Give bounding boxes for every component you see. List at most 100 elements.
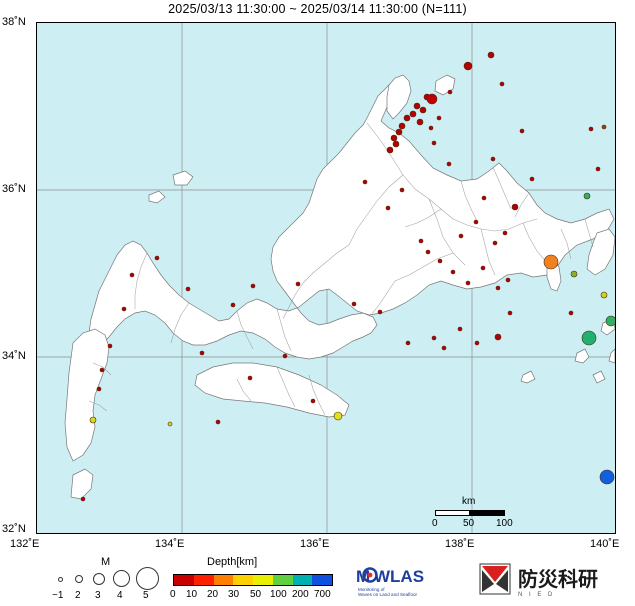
- epicenter-marker: [129, 272, 135, 278]
- depth-color-swatch-1: [193, 575, 214, 585]
- depth-label-100: 100: [270, 589, 287, 600]
- magnitude-symbol-1: [58, 577, 63, 582]
- epicenter-marker: [441, 345, 447, 351]
- epicenter-marker: [199, 350, 205, 356]
- epicenter-marker: [502, 230, 508, 236]
- epicenter-marker: [250, 283, 256, 289]
- epicenter-marker: [167, 421, 173, 427]
- depth-legend-title: Depth[km]: [207, 556, 258, 568]
- svg-text:N I E D: N I E D: [518, 592, 555, 598]
- depth-color-bar: [173, 574, 333, 586]
- magnitude-symbol-3: [93, 573, 105, 585]
- epicenter-marker: [107, 343, 113, 349]
- epicenter-marker: [480, 265, 486, 271]
- epicenter-marker: [505, 277, 511, 283]
- epicenter-marker: [282, 353, 288, 359]
- epicenter-marker: [403, 114, 411, 122]
- lat-tick-36n: 36˚N: [2, 183, 26, 195]
- depth-label-0: 0: [170, 589, 176, 600]
- epicenter-marker: [154, 255, 160, 261]
- magnitude-label-1: ~1: [52, 590, 64, 601]
- epicenter-marker: [431, 140, 437, 146]
- epicenter-marker: [386, 146, 394, 154]
- depth-color-swatch-2: [213, 575, 234, 585]
- lon-tick-140e: 140˚E: [590, 538, 620, 550]
- lat-tick-38n: 38˚N: [2, 16, 26, 28]
- epicenter-marker: [599, 469, 615, 485]
- map-canvas[interactable]: [36, 22, 616, 534]
- scale-tick-50: 50: [463, 518, 475, 529]
- lat-tick-32n: 32˚N: [2, 523, 26, 535]
- magnitude-label-5: 5: [143, 590, 149, 601]
- svg-text:Waves on Land and Seafloor: Waves on Land and Seafloor: [358, 592, 418, 597]
- depth-label-20: 20: [207, 589, 219, 600]
- epicenter-marker: [436, 115, 442, 121]
- epicenter-marker: [405, 340, 411, 346]
- epicenter-marker: [351, 301, 357, 307]
- lon-tick-138e: 138˚E: [445, 538, 475, 550]
- map-graphics: [37, 23, 615, 533]
- epicenter-marker: [230, 302, 236, 308]
- scale-seg-1: [435, 510, 470, 516]
- epicenter-marker: [416, 118, 424, 126]
- epicenter-marker: [519, 128, 525, 134]
- epicenter-marker: [395, 128, 403, 136]
- epicenter-marker: [247, 375, 253, 381]
- svg-text:防災科研: 防災科研: [518, 567, 598, 591]
- depth-color-swatch-0: [174, 575, 194, 585]
- epicenter-marker: [362, 179, 368, 185]
- depth-color-swatch-7: [312, 575, 332, 585]
- epicenter-marker: [588, 126, 594, 132]
- magnitude-symbol-2: [75, 575, 83, 583]
- epicenter-marker: [511, 203, 519, 211]
- depth-label-30: 30: [228, 589, 240, 600]
- depth-color-swatch-5: [272, 575, 293, 585]
- epicenter-marker: [463, 61, 473, 71]
- scale-tick-0: 0: [432, 518, 438, 529]
- nied-logo: 防災科研 N I E D: [478, 560, 630, 602]
- epicenter-marker: [185, 286, 191, 292]
- epicenter-marker: [333, 411, 343, 421]
- epicenter-marker: [446, 161, 452, 167]
- magnitude-label-4: 4: [117, 590, 123, 601]
- magnitude-label-3: 3: [95, 590, 101, 601]
- magnitude-legend-title: M: [101, 556, 111, 568]
- epicenter-marker: [377, 309, 383, 315]
- epicenter-marker: [507, 310, 513, 316]
- epicenter-marker: [473, 219, 479, 225]
- epicenter-marker: [437, 258, 443, 264]
- epicenter-marker: [215, 419, 221, 425]
- page-title: 2025/03/13 11:30:00 ~ 2025/03/14 11:30:0…: [168, 2, 467, 16]
- epicenter-marker: [492, 240, 498, 246]
- epicenter-marker: [499, 81, 505, 87]
- epicenter-marker: [392, 140, 400, 148]
- epicenter-marker: [570, 270, 578, 278]
- scale-bar: km 0 50 100: [430, 496, 550, 534]
- epicenter-marker: [121, 306, 127, 312]
- lon-tick-132e: 132˚E: [10, 538, 40, 550]
- epicenter-marker: [600, 291, 608, 299]
- earthquake-epicenters: [80, 51, 615, 502]
- epicenter-marker: [457, 326, 463, 332]
- epicenter-marker: [474, 340, 480, 346]
- lon-tick-134e: 134˚E: [155, 538, 185, 550]
- magnitude-label-2: 2: [75, 590, 81, 601]
- epicenter-marker: [409, 110, 417, 118]
- epicenter-marker: [426, 93, 438, 105]
- magnitude-symbol-4: [113, 570, 130, 587]
- depth-color-swatch-4: [253, 575, 273, 585]
- depth-label-10: 10: [186, 589, 198, 600]
- epicenter-marker: [80, 496, 86, 502]
- epicenter-marker: [583, 192, 591, 200]
- depth-color-swatch-3: [233, 575, 253, 585]
- epicenter-marker: [398, 122, 406, 130]
- epicenter-marker: [447, 89, 453, 95]
- depth-label-200: 200: [292, 589, 309, 600]
- epicenter-marker: [295, 281, 301, 287]
- epicenter-marker: [543, 254, 559, 270]
- epicenter-marker: [465, 280, 471, 286]
- svg-text:WLAS: WLAS: [374, 567, 424, 586]
- epicenter-marker: [419, 106, 427, 114]
- epicenter-marker: [385, 205, 391, 211]
- epicenter-marker: [494, 333, 502, 341]
